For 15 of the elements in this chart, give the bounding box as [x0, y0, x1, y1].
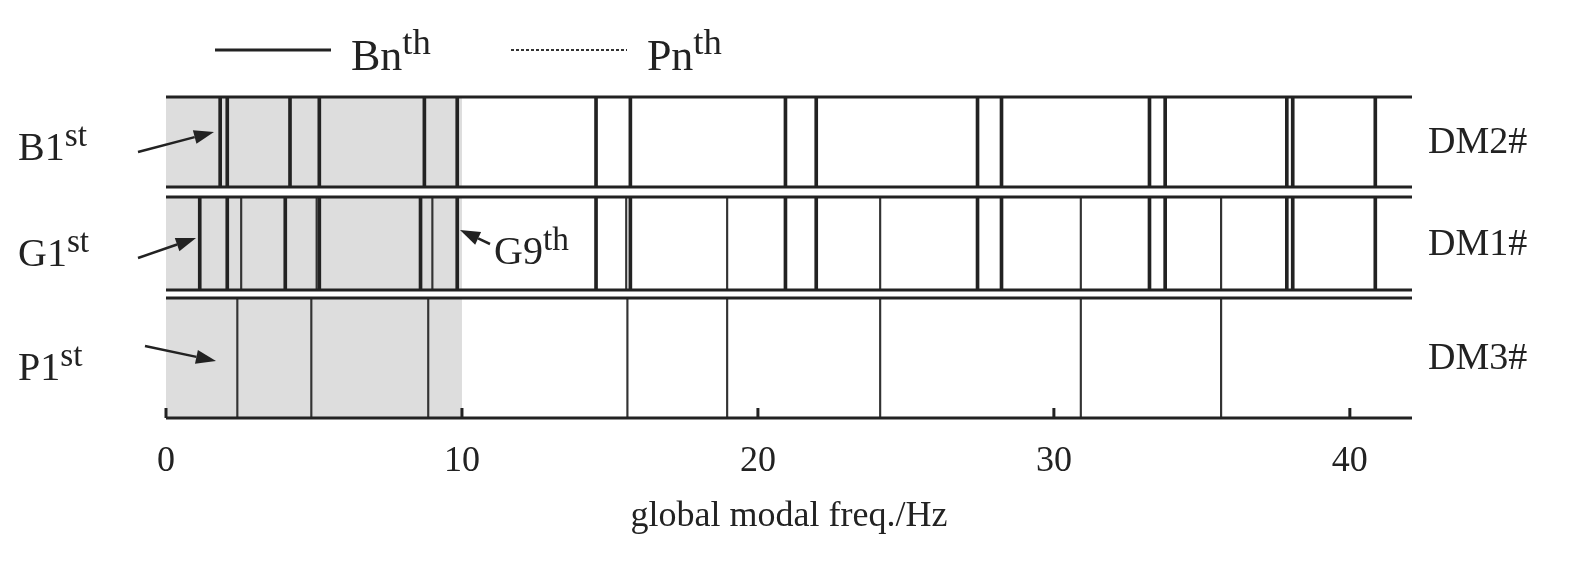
x-tick-label: 40: [1331, 439, 1368, 480]
y-axis-title: DM1#: [1428, 219, 1528, 264]
annotation: G9$^{th}$: [494, 219, 569, 274]
text: G1$^{st}$: [18, 221, 90, 276]
text: B1$^{st}$: [18, 116, 87, 171]
legend-label: Bn$^{th}$: [351, 20, 431, 81]
x-tick-label: 10: [443, 439, 480, 480]
y-axis-title: DM3#: [1428, 334, 1528, 378]
x-tick-label: 30: [1035, 439, 1072, 480]
text: P1$^{st}$: [18, 336, 83, 391]
legend-label: Pn$^{th}$: [646, 20, 722, 81]
x-tick-label: 0: [157, 439, 175, 480]
y-axis-title: DM2#: [1428, 118, 1528, 162]
x-tick-label: 20: [739, 439, 776, 480]
x-axis-title: global modal freq./Hz: [630, 493, 948, 534]
